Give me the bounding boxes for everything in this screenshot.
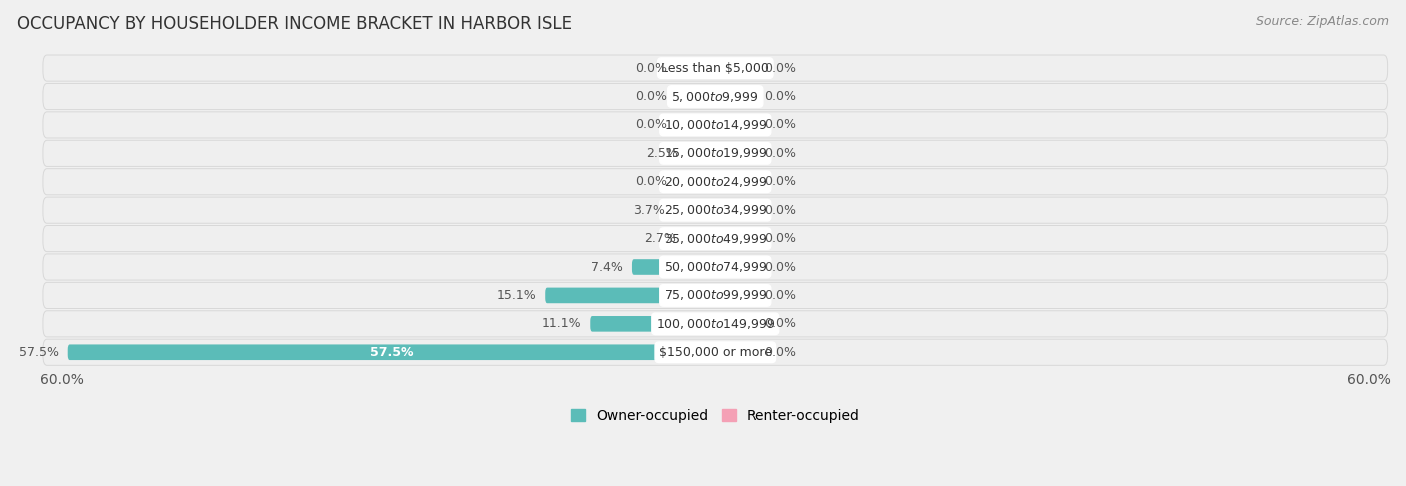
Text: $50,000 to $74,999: $50,000 to $74,999 — [664, 260, 768, 274]
Text: 7.4%: 7.4% — [591, 260, 623, 274]
Text: 57.5%: 57.5% — [18, 346, 59, 359]
Text: $100,000 to $149,999: $100,000 to $149,999 — [655, 317, 775, 331]
FancyBboxPatch shape — [676, 88, 716, 104]
Text: Less than $5,000: Less than $5,000 — [661, 62, 769, 74]
FancyBboxPatch shape — [716, 202, 755, 218]
Text: $15,000 to $19,999: $15,000 to $19,999 — [664, 146, 768, 160]
Legend: Owner-occupied, Renter-occupied: Owner-occupied, Renter-occupied — [565, 403, 865, 428]
Text: 0.0%: 0.0% — [763, 204, 796, 217]
FancyBboxPatch shape — [676, 117, 716, 133]
FancyBboxPatch shape — [716, 60, 755, 76]
Text: 0.0%: 0.0% — [763, 147, 796, 160]
FancyBboxPatch shape — [685, 231, 716, 246]
Text: $20,000 to $24,999: $20,000 to $24,999 — [664, 175, 768, 189]
Text: 3.7%: 3.7% — [633, 204, 665, 217]
FancyBboxPatch shape — [44, 339, 1388, 365]
FancyBboxPatch shape — [676, 174, 716, 190]
FancyBboxPatch shape — [716, 117, 755, 133]
Text: 0.0%: 0.0% — [763, 119, 796, 131]
FancyBboxPatch shape — [44, 311, 1388, 337]
FancyBboxPatch shape — [591, 316, 716, 331]
FancyBboxPatch shape — [67, 345, 716, 360]
Text: 11.1%: 11.1% — [541, 317, 581, 330]
Text: 0.0%: 0.0% — [763, 260, 796, 274]
FancyBboxPatch shape — [44, 112, 1388, 138]
FancyBboxPatch shape — [716, 345, 755, 360]
FancyBboxPatch shape — [546, 288, 716, 303]
FancyBboxPatch shape — [44, 197, 1388, 223]
FancyBboxPatch shape — [631, 259, 716, 275]
FancyBboxPatch shape — [716, 145, 755, 161]
Text: 0.0%: 0.0% — [763, 175, 796, 188]
FancyBboxPatch shape — [44, 226, 1388, 252]
FancyBboxPatch shape — [688, 145, 716, 161]
Text: 2.5%: 2.5% — [647, 147, 678, 160]
FancyBboxPatch shape — [716, 231, 755, 246]
FancyBboxPatch shape — [716, 316, 755, 331]
Text: 0.0%: 0.0% — [763, 232, 796, 245]
FancyBboxPatch shape — [716, 259, 755, 275]
FancyBboxPatch shape — [44, 282, 1388, 309]
Text: $150,000 or more: $150,000 or more — [659, 346, 772, 359]
Text: 0.0%: 0.0% — [763, 90, 796, 103]
Text: Source: ZipAtlas.com: Source: ZipAtlas.com — [1256, 15, 1389, 28]
FancyBboxPatch shape — [44, 254, 1388, 280]
FancyBboxPatch shape — [44, 169, 1388, 195]
Text: OCCUPANCY BY HOUSEHOLDER INCOME BRACKET IN HARBOR ISLE: OCCUPANCY BY HOUSEHOLDER INCOME BRACKET … — [17, 15, 572, 33]
Text: 0.0%: 0.0% — [763, 317, 796, 330]
Text: $25,000 to $34,999: $25,000 to $34,999 — [664, 203, 768, 217]
Text: $35,000 to $49,999: $35,000 to $49,999 — [664, 232, 768, 245]
Text: 0.0%: 0.0% — [636, 175, 666, 188]
FancyBboxPatch shape — [44, 55, 1388, 81]
Text: 0.0%: 0.0% — [763, 62, 796, 74]
Text: 0.0%: 0.0% — [636, 119, 666, 131]
Text: 60.0%: 60.0% — [39, 373, 83, 387]
Text: 2.7%: 2.7% — [644, 232, 676, 245]
FancyBboxPatch shape — [44, 140, 1388, 166]
Text: 0.0%: 0.0% — [636, 62, 666, 74]
FancyBboxPatch shape — [673, 202, 716, 218]
Text: 0.0%: 0.0% — [763, 289, 796, 302]
Text: 57.5%: 57.5% — [370, 346, 413, 359]
FancyBboxPatch shape — [676, 60, 716, 76]
FancyBboxPatch shape — [716, 288, 755, 303]
Text: 0.0%: 0.0% — [763, 346, 796, 359]
Text: 15.1%: 15.1% — [496, 289, 536, 302]
Text: $5,000 to $9,999: $5,000 to $9,999 — [672, 89, 759, 104]
Text: $75,000 to $99,999: $75,000 to $99,999 — [664, 288, 768, 302]
FancyBboxPatch shape — [44, 84, 1388, 109]
Text: 60.0%: 60.0% — [1347, 373, 1391, 387]
Text: 0.0%: 0.0% — [636, 90, 666, 103]
FancyBboxPatch shape — [716, 88, 755, 104]
Text: $10,000 to $14,999: $10,000 to $14,999 — [664, 118, 768, 132]
FancyBboxPatch shape — [716, 174, 755, 190]
